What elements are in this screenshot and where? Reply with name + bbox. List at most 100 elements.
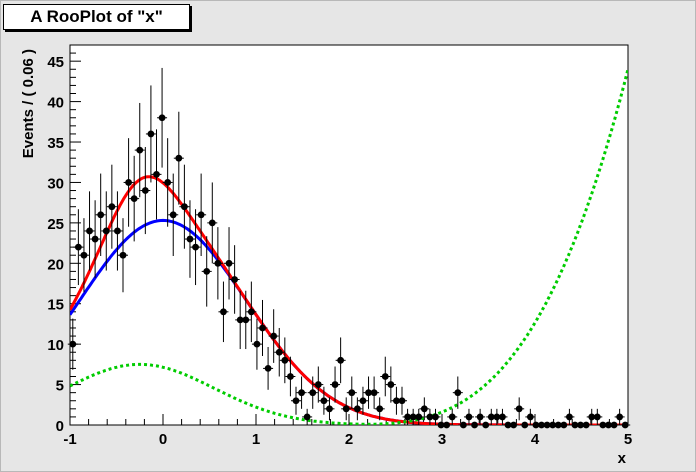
data-point — [236, 316, 244, 324]
data-point — [376, 405, 384, 413]
data-point — [281, 356, 289, 364]
data-point — [342, 405, 350, 413]
data-point — [164, 179, 172, 186]
x-tick-label: 3 — [438, 431, 446, 448]
data-point — [186, 235, 194, 243]
y-tick-label: 35 — [47, 135, 64, 152]
data-point — [91, 235, 99, 243]
data-point — [147, 130, 155, 138]
data-point — [225, 259, 233, 267]
data-point — [593, 413, 601, 421]
data-point — [370, 389, 378, 397]
data-point — [554, 421, 562, 429]
data-point — [398, 397, 406, 405]
y-tick-label: 20 — [47, 256, 64, 273]
data-point — [448, 413, 456, 421]
data-point — [353, 405, 361, 413]
data-point — [220, 308, 227, 316]
x-tick-label: 1 — [252, 431, 260, 448]
x-tick-label: -1 — [63, 431, 76, 448]
data-point — [337, 356, 345, 364]
data-point — [130, 195, 138, 203]
data-point — [493, 413, 501, 421]
data-point — [197, 211, 205, 219]
data-point — [365, 389, 372, 397]
y-tick-label: 40 — [47, 95, 64, 112]
y-tick-label: 0 — [56, 418, 64, 435]
data-point — [437, 421, 445, 429]
data-point — [504, 421, 512, 429]
data-point — [292, 397, 300, 405]
data-point — [432, 413, 439, 421]
data-point — [309, 389, 317, 397]
data-point — [459, 421, 467, 429]
data-point — [275, 348, 283, 356]
green-dotted-curve — [70, 68, 628, 425]
data-point — [242, 316, 250, 324]
data-point — [510, 421, 518, 429]
y-tick-label: 45 — [47, 54, 64, 71]
data-point — [549, 421, 557, 429]
data-point — [471, 421, 478, 429]
data-point — [192, 243, 199, 251]
data-point — [326, 405, 333, 413]
data-point — [566, 413, 573, 421]
data-point — [158, 114, 166, 122]
data-point — [543, 421, 551, 429]
data-point — [393, 397, 400, 405]
data-point — [560, 421, 568, 429]
data-point — [108, 203, 116, 211]
data-point — [80, 251, 88, 259]
data-point — [102, 227, 110, 235]
data-point — [521, 421, 529, 429]
y-axis-label: Events / ( 0.06 ) — [20, 49, 37, 158]
data-point — [175, 154, 183, 162]
data-point — [119, 251, 127, 259]
data-point — [320, 397, 328, 405]
data-point — [526, 413, 534, 421]
data-point — [404, 413, 411, 421]
data-point — [610, 421, 618, 429]
y-tick-label: 30 — [47, 175, 64, 192]
data-point — [314, 381, 322, 388]
data-point — [381, 373, 389, 380]
y-tick-label: 25 — [47, 216, 64, 233]
data-point — [97, 211, 105, 219]
data-point — [74, 243, 82, 251]
data-point — [247, 308, 255, 316]
y-tick-label: 5 — [56, 378, 64, 395]
data-point — [515, 405, 523, 413]
y-tick-label: 15 — [47, 297, 64, 314]
data-point — [153, 170, 160, 178]
data-point — [621, 421, 629, 429]
plot-area — [69, 44, 629, 426]
data-point — [605, 421, 612, 429]
data-point — [208, 219, 216, 227]
data-point — [303, 413, 311, 421]
data-point — [214, 259, 222, 267]
x-tick-label: 2 — [345, 431, 353, 448]
data-point — [588, 413, 596, 421]
x-axis-label: x — [618, 450, 627, 467]
data-point — [538, 421, 545, 429]
data-point — [136, 146, 144, 154]
data-point — [348, 389, 356, 397]
data-point — [599, 421, 607, 429]
data-point — [476, 413, 484, 421]
data-point — [465, 413, 473, 421]
data-point — [331, 381, 339, 388]
data-point — [454, 389, 462, 397]
chart-title: A RooPlot of "x" — [3, 4, 190, 30]
data-point — [582, 421, 590, 429]
data-point — [426, 413, 434, 421]
data-point — [409, 413, 417, 421]
data-point — [287, 373, 294, 380]
data-point — [499, 413, 506, 421]
x-tick-label: 4 — [531, 431, 540, 448]
y-tick-label: 10 — [47, 337, 64, 354]
data-point — [270, 332, 278, 340]
data-point — [264, 365, 272, 372]
data-point — [359, 397, 367, 405]
